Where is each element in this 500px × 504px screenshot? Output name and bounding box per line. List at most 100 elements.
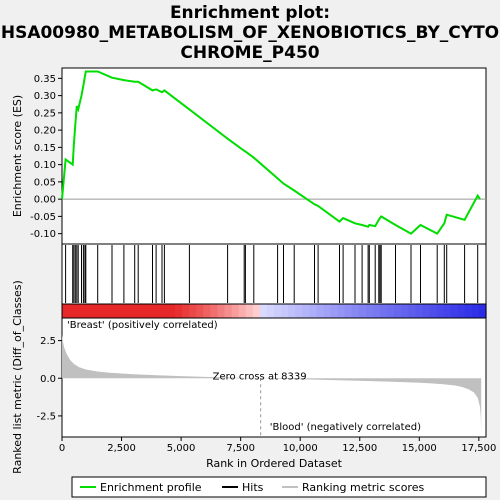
title-line-3: CHROME_P450 (180, 43, 319, 63)
x-tick-label: 2,500 (107, 443, 136, 454)
color-bar-segment (330, 304, 339, 318)
color-bar-segment (450, 304, 459, 318)
es-y-tick-label: 0.30 (34, 91, 56, 102)
color-bar-segment (302, 304, 310, 318)
enrichment-score-panel: -0.10 -0.05 0.00 0.05 0.10 0.15 0.20 0.25 0.30 0.… (30, 67, 487, 245)
color-bar-segment (168, 304, 176, 318)
color-bar-segment (146, 304, 155, 318)
metric-y-axis-label: Ranked list metric (Diff_of_Classes) (11, 280, 24, 474)
enrichment-profile-line (61, 70, 481, 235)
zero-cross-label: Zero cross at 8339 (213, 371, 307, 382)
positive-class-label: 'Breast' (positively correlated) (67, 320, 218, 331)
es-y-tick-label: -0.10 (30, 229, 56, 240)
color-bar-segment (478, 304, 487, 318)
es-y-tick-label: 0.35 (34, 74, 56, 85)
color-bar-segment (125, 304, 134, 318)
legend: Enrichment profile Hits Ranking metric s… (71, 476, 487, 498)
color-bar-segment (118, 304, 127, 318)
color-bar-segment (69, 304, 77, 318)
color-bar-segment (224, 304, 233, 318)
color-bar-segment (132, 304, 141, 318)
metric-y-tick-label: 2.5 (40, 336, 56, 347)
color-bar-segment (288, 304, 296, 318)
color-bar-segment (104, 304, 113, 318)
x-tick-label: 12,500 (342, 443, 377, 454)
metric-y-tick-label: 0.0 (40, 374, 56, 385)
color-bar-segment (76, 304, 84, 318)
color-bar-segment (337, 304, 346, 318)
es-y-tick-label: 0.05 (34, 177, 56, 188)
color-bar-segment (408, 304, 416, 318)
x-axis-label: Rank in Ordered Dataset (206, 457, 343, 470)
es-y-axis-label: Enrichment score (ES) (11, 95, 24, 217)
color-bar-segment (203, 304, 211, 318)
x-tick-label: 10,000 (283, 443, 318, 454)
color-bar-segment (380, 304, 388, 318)
color-bar-segment (429, 304, 438, 318)
color-bar-segment (471, 304, 480, 318)
color-bar-segment (139, 304, 148, 318)
x-tick-label: 15,000 (402, 443, 437, 454)
x-tick-label: 0 (59, 443, 65, 454)
title-line-2: HSA00980_METABOLISM_OF_XENOBIOTICS_BY_CY… (1, 23, 499, 43)
hits-plot-area (61, 243, 487, 305)
color-bar-segment (245, 304, 254, 318)
color-bar-segment (111, 304, 120, 318)
color-bar-segment (309, 304, 317, 318)
color-bar-segment (422, 304, 431, 318)
color-bar-segment (436, 304, 445, 318)
legend-label-enrichment-profile: Enrichment profile (100, 481, 202, 494)
es-y-tick-label: 0.20 (34, 126, 56, 137)
hit-marks (65, 245, 479, 303)
color-bar-segment (97, 304, 105, 318)
color-bar-segment (266, 304, 275, 318)
color-bar-segment (457, 304, 466, 318)
color-bar-segment (153, 304, 162, 318)
color-bar-segment (401, 304, 409, 318)
es-y-tick-label: 0.25 (34, 108, 56, 119)
negative-class-label: 'Blood' (negatively correlated) (270, 422, 421, 433)
color-bar-segment (160, 304, 169, 318)
color-bar-segment (238, 304, 247, 318)
color-bar-segment (196, 304, 204, 318)
metric-y-tick-label: -2.5 (36, 411, 56, 422)
color-bar-segment (210, 304, 219, 318)
color-bar-segment (443, 304, 452, 318)
color-bar-segment (83, 304, 91, 318)
color-bar-segment (323, 304, 332, 318)
hits-panel (61, 243, 487, 305)
color-bar-segment (372, 304, 381, 318)
color-bar-segment (365, 304, 374, 318)
color-bar-segment (182, 304, 190, 318)
color-bar-segment (252, 304, 261, 318)
color-bar-segment (281, 304, 289, 318)
color-bar-segment (231, 304, 240, 318)
es-y-tick-label: -0.05 (30, 212, 56, 223)
x-axis-ticks: 0 2,500 5,000 7,500 10,000 12,500 15,000 17,500 (59, 437, 496, 454)
color-bar-segment (316, 304, 325, 318)
es-y-tick-label: 0.10 (34, 160, 56, 171)
title-line-1: Enrichment plot: (170, 3, 330, 23)
es-y-tick-label: 0.15 (34, 143, 56, 154)
x-tick-label: 17,500 (461, 443, 496, 454)
legend-label-hits: Hits (242, 481, 264, 494)
color-bar-segment (415, 304, 423, 318)
es-y-tick-label: 0.00 (34, 195, 56, 206)
metric-y-ticks: -2.5 0.0 2.5 (36, 336, 62, 422)
color-bar-segment (175, 304, 183, 318)
x-tick-label: 7,500 (226, 443, 255, 454)
color-bar-segment (351, 304, 360, 318)
legend-box (71, 476, 487, 498)
color-bar-segment (387, 304, 395, 318)
legend-label-ranking-metric: Ranking metric scores (302, 481, 424, 494)
es-plot-area (61, 67, 487, 245)
color-bar-segment (295, 304, 303, 318)
color-bar-segment (394, 304, 402, 318)
color-bar-segment (62, 304, 70, 318)
rank-color-bar (61, 303, 487, 319)
color-bar-segment (344, 304, 353, 318)
ranking-metric-panel: Zero cross at 8339 'Breast' (positively … (36, 317, 487, 438)
color-bar-segment (90, 304, 98, 318)
